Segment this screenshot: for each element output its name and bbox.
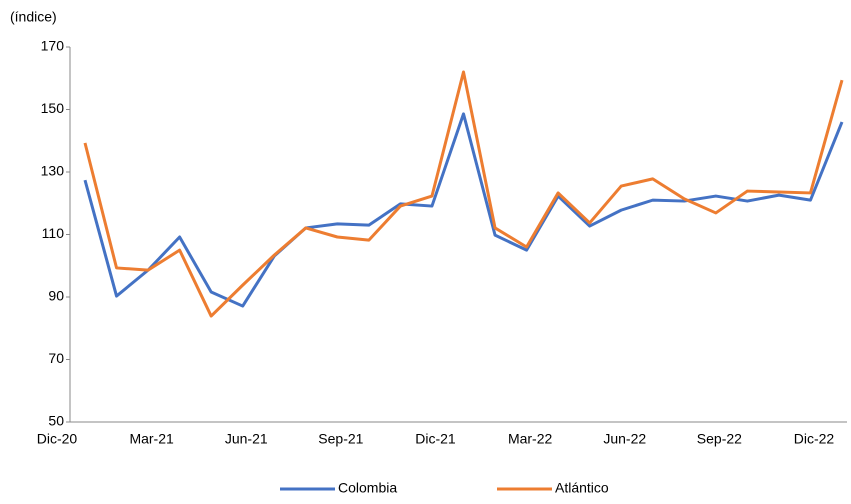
- x-tick-label: Mar-22: [508, 431, 553, 447]
- x-tick-label: Mar-21: [129, 431, 174, 447]
- y-axis-label: (índice): [10, 9, 57, 25]
- y-tick-label: 130: [41, 163, 65, 179]
- x-tick-label: Dic-22: [794, 431, 835, 447]
- x-tick-label: Dic-21: [415, 431, 456, 447]
- y-tick-label: 170: [41, 38, 65, 54]
- line-series: [83, 112, 844, 308]
- x-tick-label: Jun-21: [225, 431, 268, 447]
- x-tick-label: Sep-21: [318, 431, 363, 447]
- legend-label: Colombia: [338, 480, 397, 496]
- y-tick-label: 90: [48, 288, 64, 304]
- x-tick-label: Jun-22: [603, 431, 646, 447]
- y-tick-label: 70: [48, 350, 64, 366]
- legend-label: Atlántico: [555, 480, 609, 496]
- x-tick-label: Sep-22: [697, 431, 742, 447]
- y-tick-label: 150: [41, 100, 65, 116]
- y-tick-label: 110: [42, 225, 65, 241]
- x-tick-label: Dic-20: [37, 431, 78, 447]
- line-series: [83, 70, 844, 318]
- y-tick-label: 50: [48, 413, 64, 429]
